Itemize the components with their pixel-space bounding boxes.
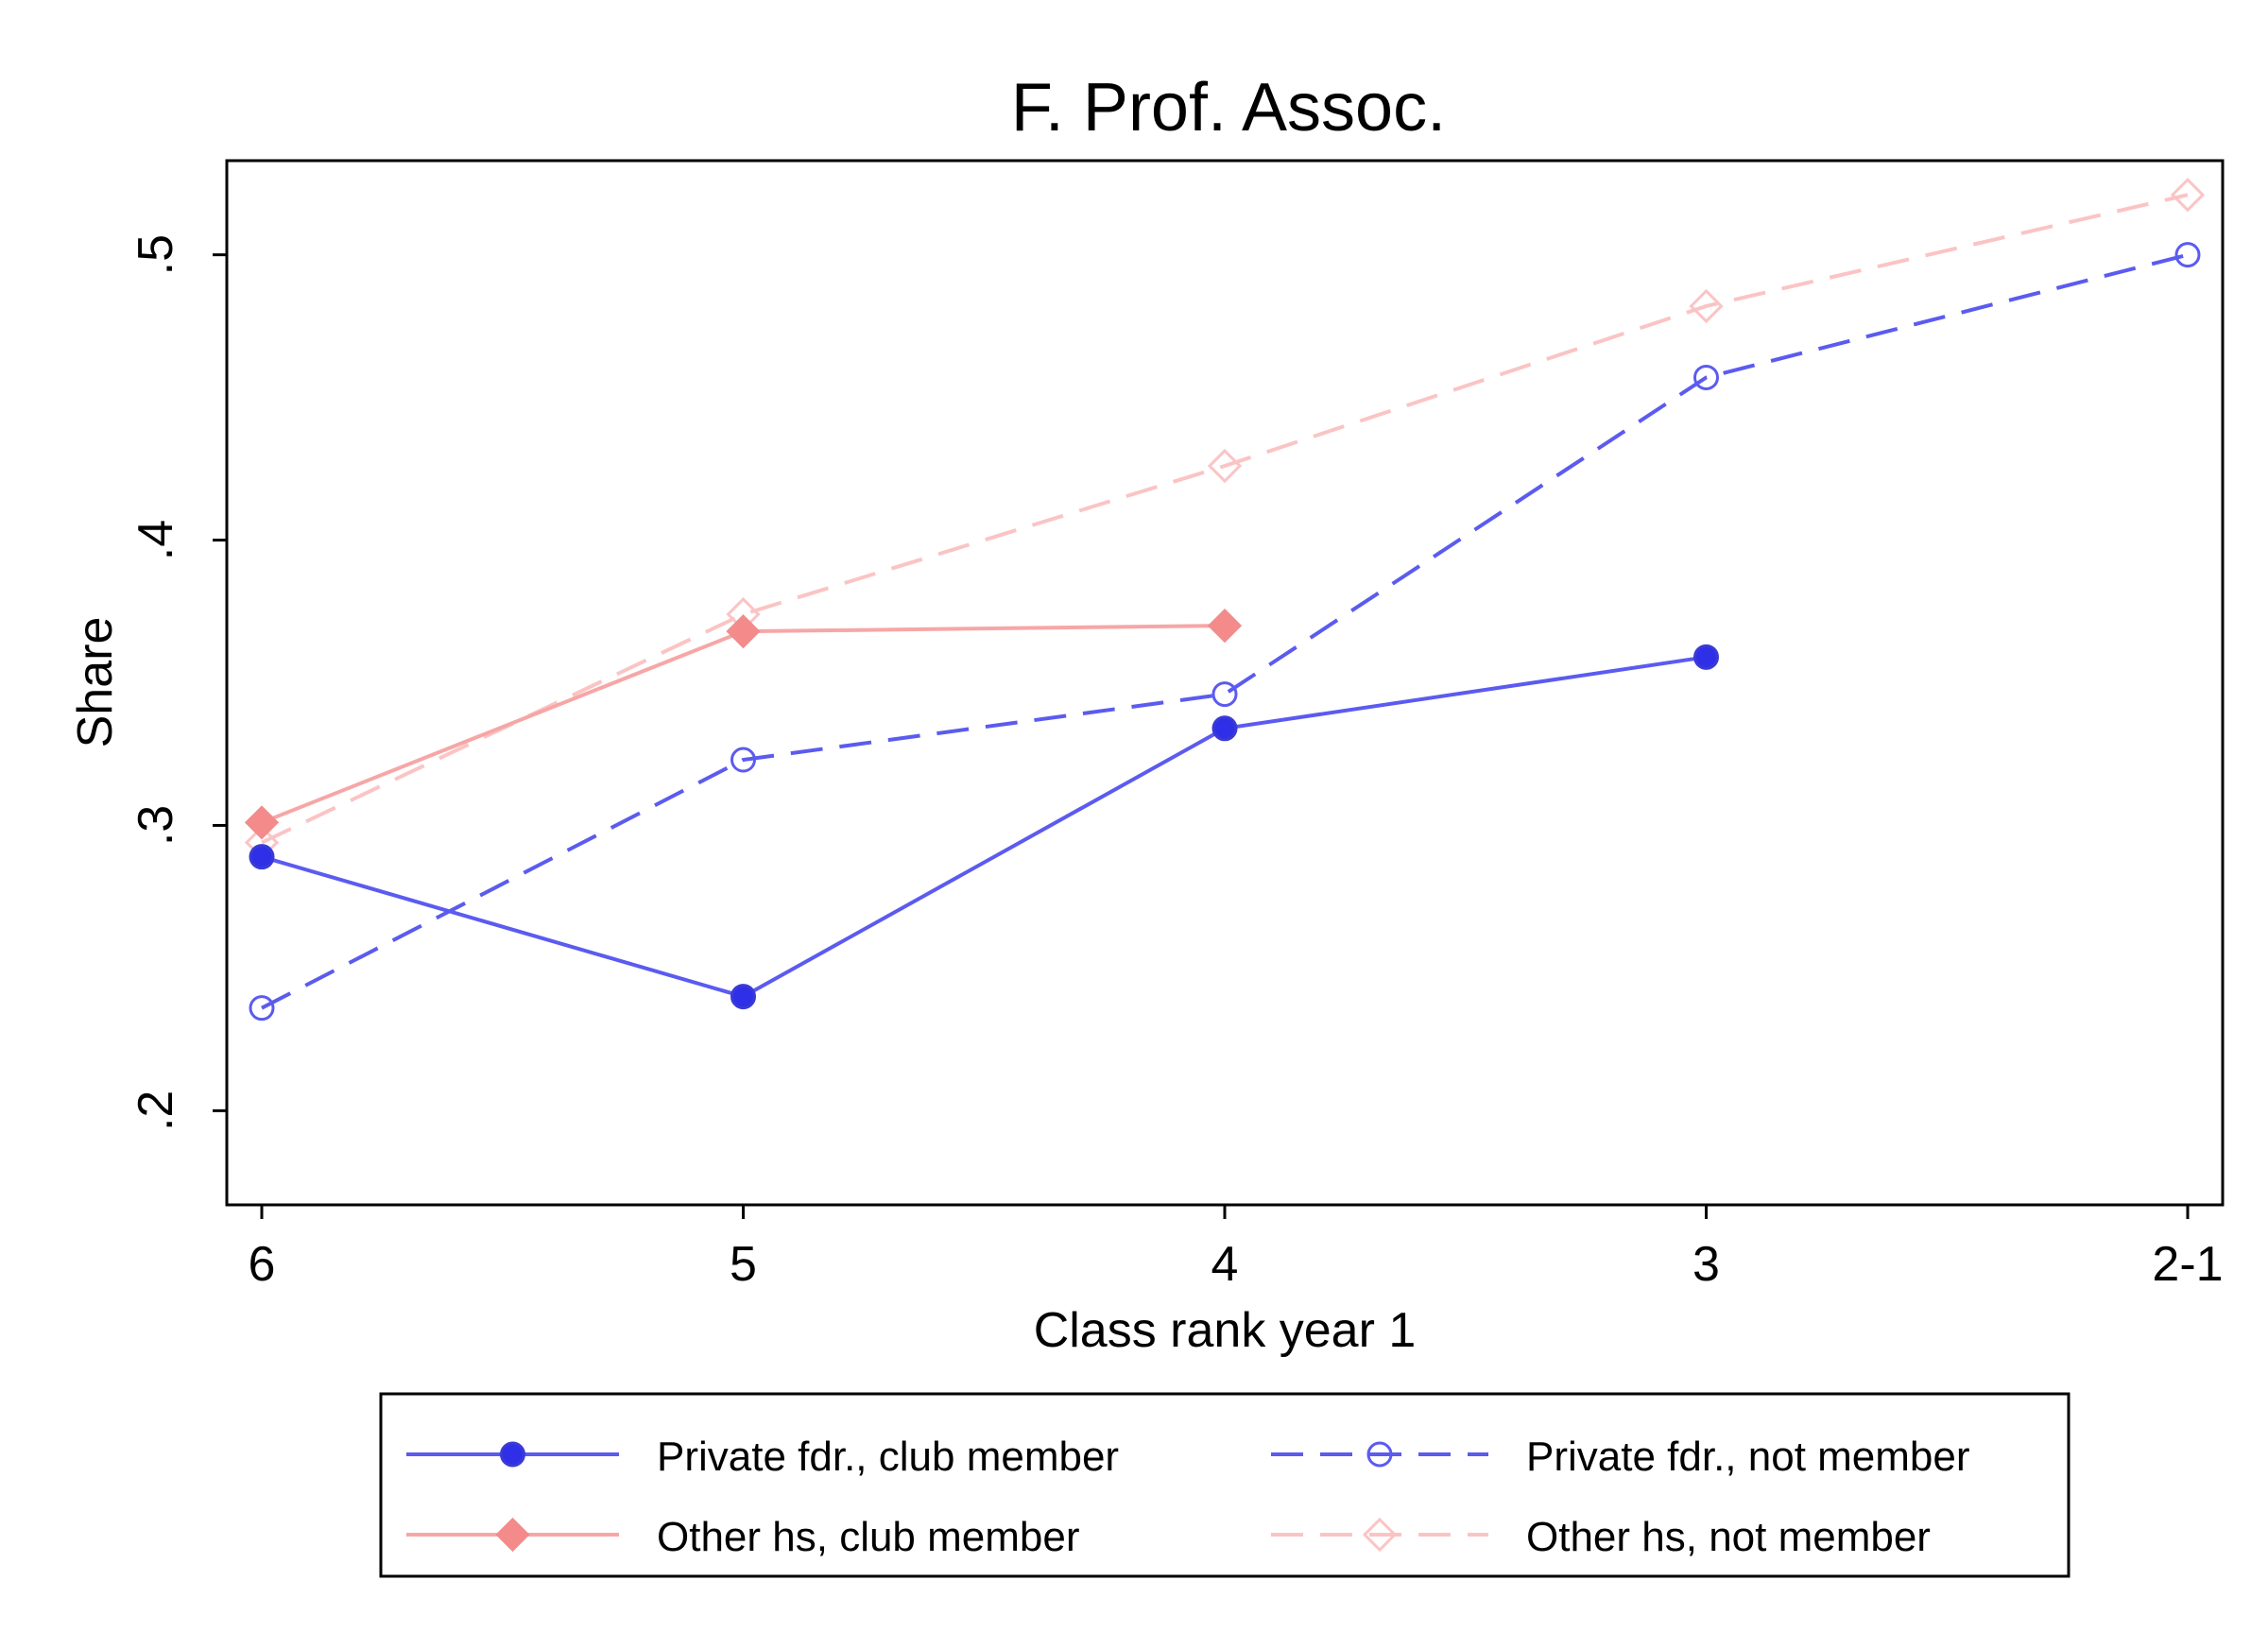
data-point	[244, 805, 280, 840]
legend-label: Private fdr., not member	[1526, 1434, 1970, 1480]
x-tick-label: 5	[730, 1237, 757, 1292]
data-point	[730, 747, 756, 773]
legend: Private fdr., club member Private fdr., n…	[406, 1434, 1970, 1560]
data-point	[249, 995, 275, 1022]
series-line	[261, 193, 2189, 845]
data-point	[1693, 644, 1719, 670]
x-tick-label: 2-1	[2152, 1237, 2223, 1292]
y-axis: .2 .3 .4 .5	[129, 234, 227, 1131]
legend-label: Private fdr., club member	[657, 1434, 1119, 1480]
data-point	[1211, 681, 1238, 708]
y-tick-label: .3	[129, 805, 183, 846]
data-point	[1207, 608, 1243, 644]
series-line	[261, 655, 1707, 999]
data-point	[1689, 288, 1724, 324]
data-point	[2170, 178, 2206, 213]
legend-label: Other hs, not member	[1526, 1514, 1931, 1560]
legend-swatch-marker	[1362, 1517, 1398, 1553]
series-1	[249, 242, 2201, 1022]
data-point	[249, 844, 275, 870]
legend-frame	[379, 1392, 2070, 1578]
data-point	[726, 614, 761, 649]
data-point	[2174, 242, 2201, 268]
legend-item: Private fdr., club member	[406, 1434, 1119, 1480]
legend-item: Private fdr., not member	[1271, 1434, 1970, 1480]
y-axis-label: Share	[68, 617, 123, 748]
data-point	[1207, 448, 1243, 484]
x-axis-label: Class rank year 1	[1034, 1303, 1417, 1358]
series-line	[261, 252, 2189, 1010]
data-point	[730, 984, 756, 1010]
legend-item: Other hs, not member	[1271, 1514, 1931, 1560]
chart-title: F. Prof. Assoc.	[1011, 70, 1446, 146]
y-tick-label: .5	[129, 234, 183, 275]
legend-label: Other hs, club member	[657, 1514, 1080, 1560]
series-2	[244, 608, 1243, 840]
legend-item: Other hs, club member	[406, 1514, 1080, 1560]
legend-swatch-marker	[495, 1517, 530, 1553]
data-point	[1211, 715, 1238, 742]
series-0	[249, 644, 1719, 1010]
x-tick-label: 4	[1211, 1237, 1239, 1292]
series-3	[244, 178, 2206, 860]
legend-swatch-marker	[1366, 1441, 1393, 1468]
x-tick-label: 6	[249, 1237, 276, 1292]
x-tick-label: 3	[1692, 1237, 1720, 1292]
y-tick-label: .2	[129, 1091, 183, 1131]
series-layer	[244, 178, 2206, 1022]
legend-swatch-marker	[500, 1441, 525, 1468]
series-line	[261, 624, 1226, 825]
data-point	[1693, 364, 1719, 390]
x-axis: 6 5 4 3 2-1	[249, 1205, 2224, 1292]
y-tick-label: .4	[129, 520, 183, 560]
